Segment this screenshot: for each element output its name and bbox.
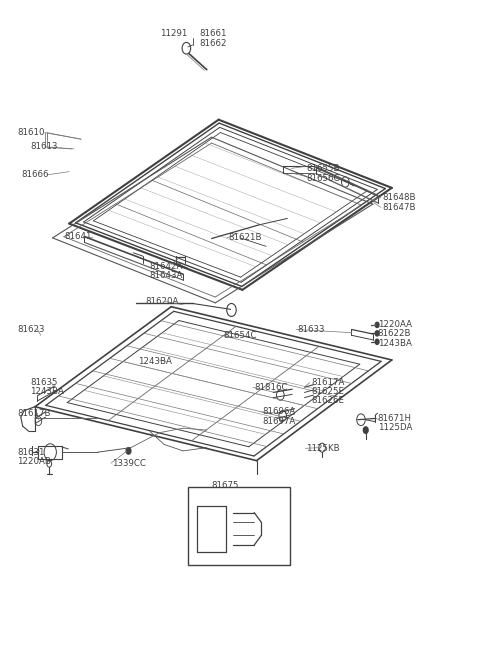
Text: 81617B: 81617B	[17, 409, 50, 418]
Text: 81654C: 81654C	[223, 331, 257, 340]
Text: 1243BA: 1243BA	[138, 358, 172, 366]
Text: 81622B: 81622B	[378, 329, 411, 339]
Circle shape	[363, 427, 368, 434]
Text: 81623: 81623	[17, 325, 45, 334]
Text: 81621B: 81621B	[228, 233, 262, 242]
Text: 81620A: 81620A	[145, 297, 179, 306]
Text: 81610: 81610	[17, 128, 45, 137]
Text: 1125KB: 1125KB	[306, 444, 340, 453]
Text: 1220AB: 1220AB	[17, 457, 51, 466]
Text: 11291: 11291	[160, 29, 188, 39]
Text: 81635: 81635	[30, 378, 58, 387]
Text: 81642A: 81642A	[150, 262, 183, 271]
Circle shape	[375, 339, 379, 345]
Text: 81648B: 81648B	[383, 193, 416, 202]
Text: 81816C: 81816C	[254, 383, 288, 392]
Text: 81617A: 81617A	[311, 378, 345, 387]
Text: 81662: 81662	[200, 39, 227, 48]
Text: 1243BA: 1243BA	[30, 387, 64, 396]
Text: 1243BA: 1243BA	[378, 339, 411, 348]
Text: 81625E: 81625E	[311, 387, 344, 396]
Text: 81675: 81675	[212, 481, 239, 491]
Text: 1125DA: 1125DA	[378, 423, 412, 432]
Text: 81677: 81677	[250, 514, 277, 522]
Text: 81655B: 81655B	[306, 164, 340, 173]
Circle shape	[375, 322, 379, 328]
Text: 81671H: 81671H	[378, 414, 411, 423]
Text: 1339CC: 1339CC	[112, 458, 146, 468]
Text: 81697A: 81697A	[263, 417, 296, 426]
Text: 81656C: 81656C	[306, 174, 340, 183]
Text: 81643A: 81643A	[150, 271, 183, 280]
Bar	[188, 487, 290, 565]
Text: 81631: 81631	[17, 448, 45, 457]
Text: 81666: 81666	[22, 170, 49, 179]
Text: 81696A: 81696A	[263, 407, 296, 417]
Text: 1220AA: 1220AA	[378, 320, 411, 329]
Circle shape	[375, 331, 379, 336]
Text: 81641: 81641	[64, 232, 92, 241]
Text: 81626E: 81626E	[311, 396, 344, 405]
Text: 81633: 81633	[297, 325, 324, 334]
Text: 81647B: 81647B	[383, 203, 416, 212]
Text: 81661: 81661	[200, 29, 227, 39]
Circle shape	[126, 447, 131, 454]
Text: 81613: 81613	[30, 142, 58, 151]
